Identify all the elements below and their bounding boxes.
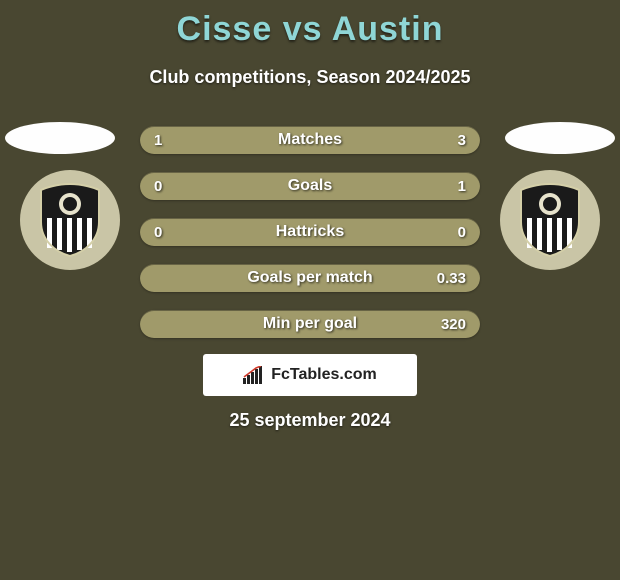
stat-right-value: 0	[436, 224, 466, 241]
stat-label: Goals	[140, 177, 480, 195]
stats-list: 1 Matches 3 0 Goals 1 0 Hattricks 0 Goal…	[140, 126, 480, 338]
stat-row-matches: 1 Matches 3	[140, 126, 480, 154]
stat-left-value: 1	[154, 132, 184, 149]
player-right-badge	[500, 170, 600, 270]
stat-right-value: 320	[436, 316, 466, 333]
page-subtitle: Club competitions, Season 2024/2025	[0, 67, 620, 88]
stat-label: Hattricks	[140, 223, 480, 241]
stat-right-value: 1	[436, 178, 466, 195]
bar-chart-icon	[243, 366, 265, 384]
date-text: 25 september 2024	[0, 410, 620, 431]
club-crest-icon	[517, 182, 583, 258]
club-crest-left	[20, 170, 120, 270]
stat-left-value: 0	[154, 178, 184, 195]
stat-row-min-per-goal: Min per goal 320	[140, 310, 480, 338]
brand-text: FcTables.com	[271, 366, 377, 384]
stat-right-value: 0.33	[436, 270, 466, 287]
club-crest-icon	[37, 182, 103, 258]
stat-label: Goals per match	[140, 269, 480, 287]
stat-label: Matches	[140, 131, 480, 149]
page-title: Cisse vs Austin	[0, 0, 620, 49]
stat-row-hattricks: 0 Hattricks 0	[140, 218, 480, 246]
stat-left-value: 0	[154, 224, 184, 241]
brand-link[interactable]: FcTables.com	[203, 354, 417, 396]
stat-label: Min per goal	[140, 315, 480, 333]
player-left-badge	[20, 170, 120, 270]
player-left-ellipse	[5, 122, 115, 154]
player-right-ellipse	[505, 122, 615, 154]
club-crest-right	[500, 170, 600, 270]
stat-row-goals: 0 Goals 1	[140, 172, 480, 200]
stat-right-value: 3	[436, 132, 466, 149]
stat-row-goals-per-match: Goals per match 0.33	[140, 264, 480, 292]
